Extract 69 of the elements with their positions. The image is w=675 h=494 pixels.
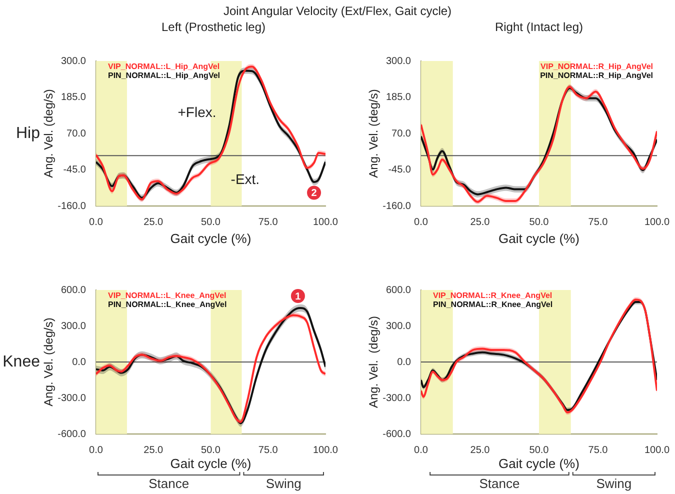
x-tick-label: 50.0 bbox=[529, 444, 550, 456]
text: VIP_NORMAL::L_Knee_AngVel bbox=[108, 291, 226, 300]
x-tick-label: 0.0 bbox=[414, 216, 428, 228]
text: Knee bbox=[2, 353, 40, 370]
y-tick-label: -160.0 bbox=[382, 200, 412, 212]
x-axis-title: Gait cycle (%) bbox=[498, 230, 580, 246]
text: Hip bbox=[16, 124, 40, 142]
y-tick-label: -160.0 bbox=[58, 200, 86, 212]
text: Stance bbox=[148, 476, 190, 491]
text: VIP_NORMAL::R_Knee_AngVel bbox=[433, 291, 552, 300]
y-tick-label: 70.0 bbox=[66, 128, 86, 140]
text: PIN_NORMAL::L_Hip_AngVel bbox=[108, 71, 220, 80]
y-axis-title: Ang. Vel. (deg/s) bbox=[366, 89, 381, 178]
text: Swing bbox=[266, 476, 302, 491]
y-tick-label: -45.0 bbox=[63, 164, 86, 176]
y-tick-label: -45.0 bbox=[388, 164, 412, 176]
x-tick-label: 25.0 bbox=[144, 444, 164, 456]
x-axis-title: Gait cycle (%) bbox=[170, 456, 252, 471]
y-tick-label: 300.0 bbox=[386, 320, 412, 332]
x-tick-label: 25.0 bbox=[470, 216, 490, 228]
text: VIP_NORMAL::L_Hip_AngVel bbox=[108, 62, 220, 72]
text: VIP_NORMAL::R_Hip_AngVel bbox=[540, 62, 653, 72]
y-tick-label: 185.0 bbox=[386, 92, 412, 103]
x-tick-label: 75.0 bbox=[258, 444, 278, 456]
x-tick-label: 75.0 bbox=[588, 216, 608, 228]
y-tick-label: 300.0 bbox=[386, 56, 412, 67]
x-tick-label: 50.0 bbox=[529, 216, 550, 228]
chart-subtitle: Left (Prosthetic leg) bbox=[160, 20, 267, 34]
y-tick-label: -600.0 bbox=[58, 428, 86, 440]
annotation: -Ext. bbox=[230, 170, 260, 187]
annotation: +Flex. bbox=[178, 104, 216, 120]
x-axis-title: Gait cycle (%) bbox=[170, 230, 252, 246]
y-tick-label: 185.0 bbox=[60, 92, 86, 103]
y-tick-label: 600.0 bbox=[60, 284, 86, 296]
chart-title: Joint Angular Velocity (Ext/Flex, Gait cycle) bbox=[222, 4, 453, 18]
x-tick-label: 25.0 bbox=[144, 216, 164, 228]
x-tick-label: 25.0 bbox=[470, 444, 490, 456]
x-tick-label: 100.0 bbox=[644, 216, 670, 228]
y-tick-label: 0.0 bbox=[72, 356, 86, 368]
text: PIN_NORMAL::R_Knee_AngVel bbox=[433, 300, 553, 310]
y-tick-label: -300.0 bbox=[382, 392, 412, 404]
y-tick-label: 70.0 bbox=[392, 128, 412, 140]
y-tick-label: 300.0 bbox=[60, 320, 86, 332]
text: PIN_NORMAL::R_Hip_AngVel bbox=[540, 71, 653, 80]
y-axis-title: Ang. Vel. (deg/s) bbox=[42, 318, 56, 406]
text: PIN_NORMAL::L_Knee_AngVel bbox=[108, 300, 227, 310]
x-tick-label: 75.0 bbox=[588, 444, 608, 456]
x-tick-label: 100.0 bbox=[312, 444, 338, 456]
y-axis-title: Ang. Vel. (deg/s) bbox=[42, 89, 56, 178]
y-axis-title: Ang. Vel. (deg/s) bbox=[366, 316, 381, 408]
x-axis-title: Gait cycle (%) bbox=[498, 456, 580, 471]
x-tick-label: 50.0 bbox=[201, 444, 221, 456]
x-tick-label: 50.0 bbox=[201, 216, 221, 228]
x-tick-label: 0.0 bbox=[89, 444, 104, 456]
y-tick-label: -300.0 bbox=[58, 392, 86, 404]
x-tick-label: 75.0 bbox=[258, 216, 278, 228]
text: Stance bbox=[479, 476, 520, 491]
x-tick-label: 100.0 bbox=[644, 444, 670, 456]
y-tick-label: 0.0 bbox=[397, 356, 412, 368]
annotation: 1 bbox=[295, 291, 302, 302]
y-tick-label: 600.0 bbox=[386, 284, 412, 296]
x-tick-label: 0.0 bbox=[89, 216, 104, 228]
y-tick-label: 300.0 bbox=[60, 56, 86, 67]
x-tick-label: 100.0 bbox=[312, 216, 338, 228]
chart-subtitle: Right (Intact leg) bbox=[494, 20, 584, 34]
y-tick-label: -600.0 bbox=[382, 428, 412, 440]
x-tick-label: 0.0 bbox=[414, 444, 428, 456]
text: Swing bbox=[596, 476, 632, 491]
annotation: 2 bbox=[311, 188, 318, 200]
